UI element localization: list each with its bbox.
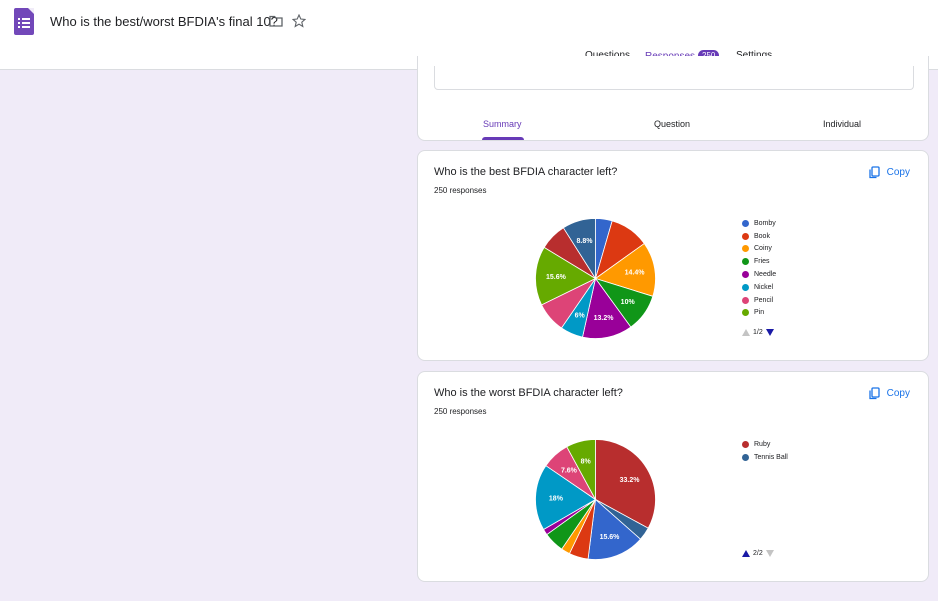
legend-prev-icon[interactable]	[742, 329, 750, 336]
pie-slice-label: 7.6%	[561, 468, 578, 475]
legend-next-icon[interactable]	[765, 550, 774, 557]
pie-slice-label: 6%	[575, 312, 586, 319]
tab-settings[interactable]: Settings	[736, 50, 772, 61]
legend-swatch	[742, 283, 749, 291]
pie-slice-label: 15.6%	[600, 534, 621, 541]
folder-icon[interactable]	[269, 15, 283, 27]
pie-slice	[535, 465, 597, 531]
pie-slice	[535, 246, 597, 306]
question-title: Who is the worst BFDIA character left?	[434, 387, 623, 399]
chart-legend: Bomby Book Coiny Fries Needle Nickel Pencil Pin	[742, 217, 776, 319]
legend-label: Tennis Ball	[754, 453, 788, 461]
legend-label: Pin	[754, 309, 765, 317]
legend-item: Pencil	[742, 294, 776, 307]
copy-icon	[868, 165, 880, 178]
legend-swatch	[742, 271, 749, 279]
copy-label: Copy	[886, 166, 910, 178]
copy-chart-button[interactable]: Copy	[868, 164, 910, 180]
pie-chart: 14.4% 10% 13.2% 6% 15.6% 8.8%	[535, 218, 656, 339]
pie-slice	[587, 498, 642, 560]
legend-pager: 1/2	[742, 329, 774, 336]
pie-slice	[562, 218, 596, 280]
legend-label: Ruby	[754, 440, 771, 448]
legend-label: Nickel	[754, 283, 774, 291]
pie-slice	[595, 439, 656, 529]
copy-label: Copy	[886, 387, 910, 399]
legend-swatch	[742, 219, 749, 227]
legend-label: Fries	[754, 258, 770, 266]
legend-swatch	[742, 232, 749, 240]
legend-prev-icon[interactable]	[742, 550, 750, 557]
pie-slice-label: 18%	[549, 496, 564, 503]
legend-swatch	[742, 296, 749, 304]
pie-slice-label: 15.6%	[546, 274, 567, 281]
response-toggle-area	[434, 66, 914, 90]
pie-slice-label: 10%	[621, 299, 636, 306]
question-summary-card: Who is the best BFDIA character left? 25…	[417, 150, 929, 361]
tab-questions-label: Questions	[585, 50, 630, 61]
legend-label: Pencil	[754, 296, 774, 304]
legend-page-indicator: 2/2	[753, 550, 763, 557]
legend-item: Coiny	[742, 243, 776, 256]
chart-legend: Ruby Tennis Ball	[742, 438, 788, 464]
legend-item: Book	[742, 230, 776, 243]
legend-swatch	[742, 309, 749, 317]
response-count: 250 responses	[434, 407, 487, 416]
legend-item: Nickel	[742, 281, 776, 294]
pie-slice-label: 8%	[581, 459, 592, 466]
legend-item: Fries	[742, 255, 776, 268]
legend-swatch	[742, 453, 749, 461]
star-icon[interactable]	[292, 14, 306, 28]
legend-swatch	[742, 440, 749, 448]
question-title: Who is the best BFDIA character left?	[434, 166, 618, 178]
legend-label: Book	[754, 232, 770, 240]
forms-app-icon[interactable]	[14, 8, 34, 35]
subtab-summary[interactable]: Summary	[483, 119, 522, 129]
legend-label: Coiny	[754, 245, 772, 253]
legend-label: Needle	[754, 271, 777, 279]
legend-next-icon[interactable]	[765, 329, 774, 336]
copy-icon	[868, 386, 880, 399]
responses-header-card: Summary Question Individual	[417, 56, 929, 141]
legend-page-indicator: 1/2	[753, 329, 763, 336]
pie-slice-label: 33.2%	[620, 477, 641, 484]
legend-item: Tennis Ball	[742, 451, 788, 464]
pie-slice	[566, 439, 596, 500]
legend-swatch	[742, 245, 749, 253]
legend-label: Bomby	[754, 219, 776, 227]
legend-item: Ruby	[742, 438, 788, 451]
subtab-individual[interactable]: Individual	[823, 119, 862, 129]
pie-chart: 33.2% 15.6% 18% 7.6%8%	[535, 439, 656, 560]
pie-slice-label: 14.4%	[625, 270, 646, 277]
responses-count-badge: 250	[698, 50, 720, 61]
legend-swatch	[742, 258, 749, 266]
response-count: 250 responses	[434, 186, 487, 195]
tab-settings-label: Settings	[736, 50, 772, 61]
legend-pager: 2/2	[742, 550, 774, 557]
form-title[interactable]: Who is the best/worst BFDIA's final 10?	[50, 14, 278, 29]
subtab-question[interactable]: Question	[654, 119, 691, 129]
legend-item: Pin	[742, 307, 776, 320]
active-subtab-indicator	[482, 137, 524, 140]
pie-slice-label: 8.8%	[576, 238, 593, 245]
legend-item: Bomby	[742, 217, 776, 230]
tab-questions[interactable]: Questions	[585, 50, 630, 61]
pie-slice-label: 13.2%	[594, 315, 615, 322]
legend-item: Needle	[742, 268, 776, 281]
question-summary-card: Who is the worst BFDIA character left? 2…	[417, 371, 929, 582]
copy-chart-button[interactable]: Copy	[868, 385, 910, 401]
